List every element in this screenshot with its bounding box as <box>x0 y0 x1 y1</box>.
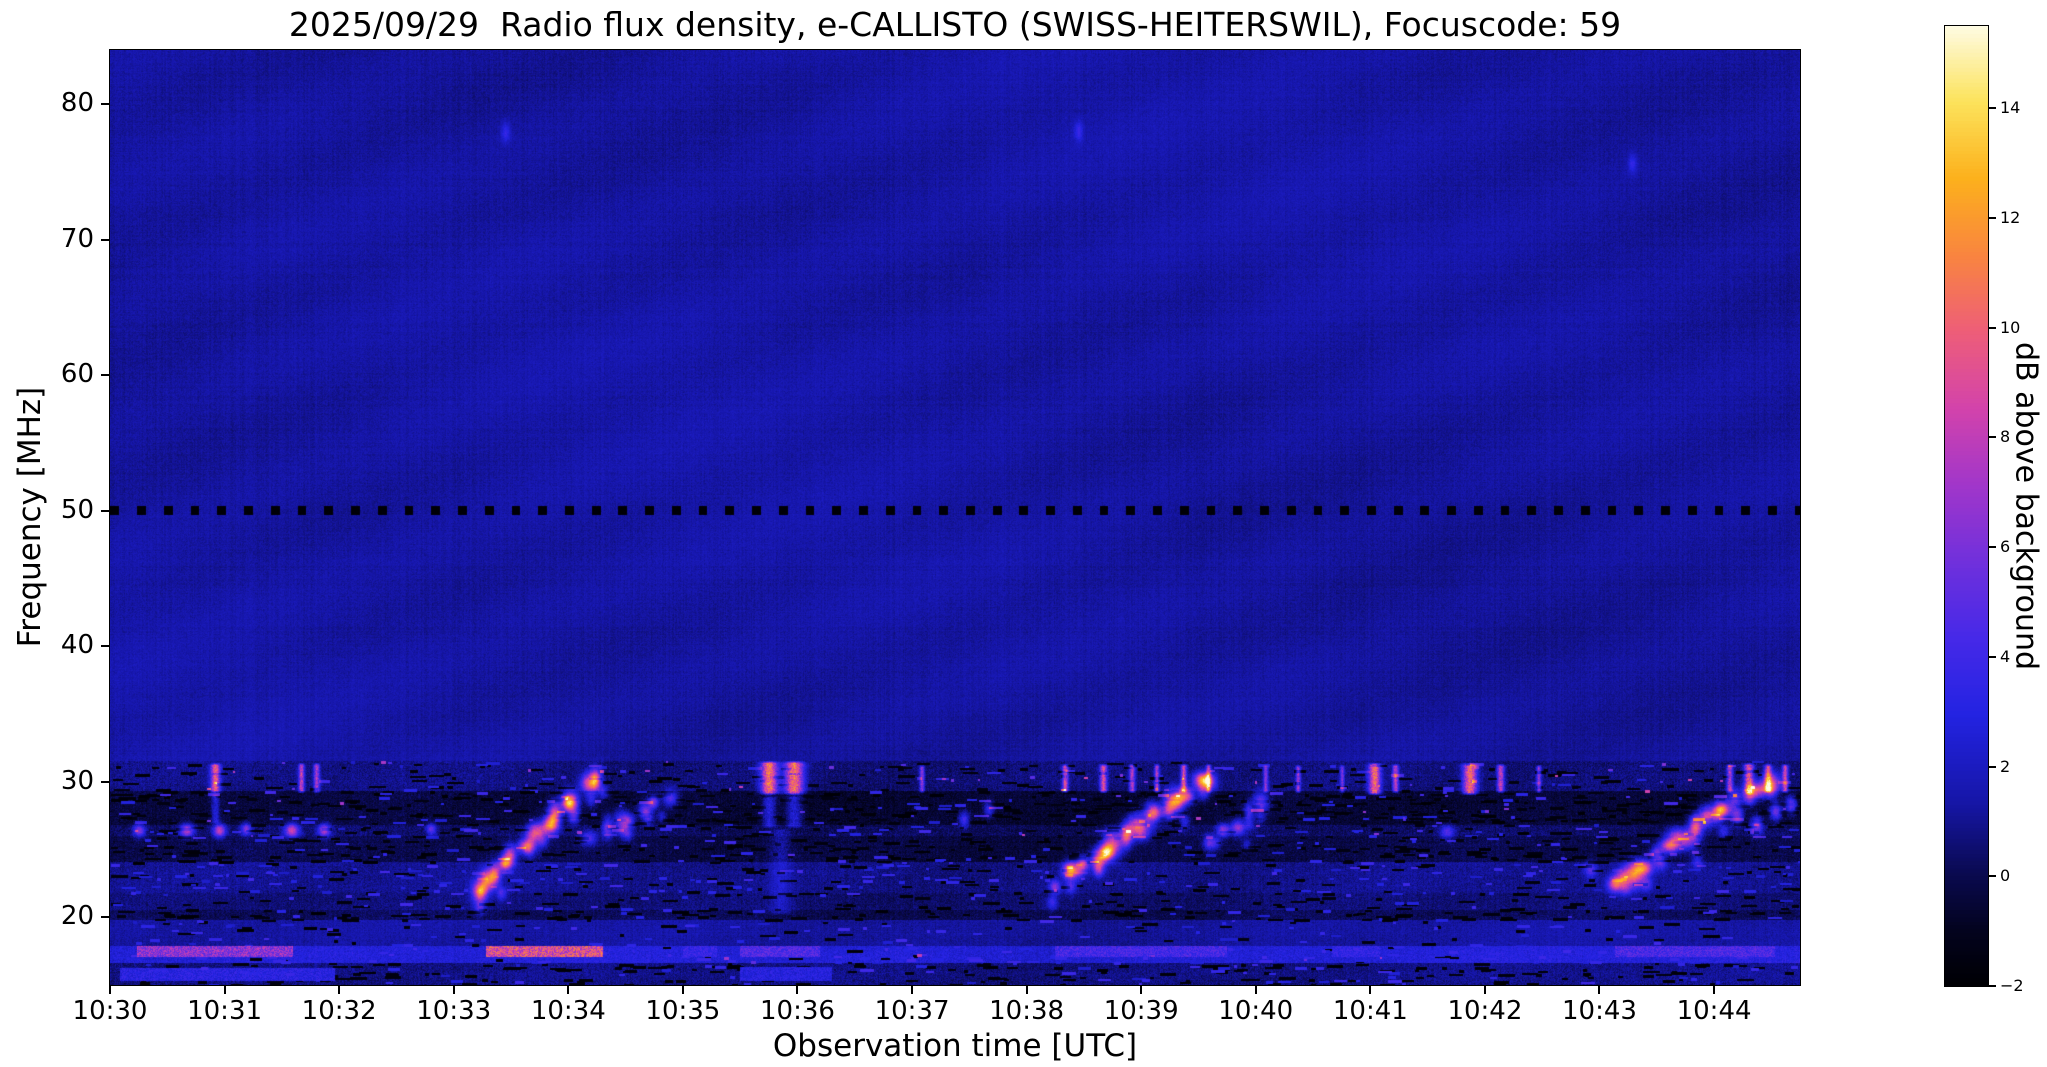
colorbar-tick-mark <box>1989 655 1996 658</box>
colorbar-tick-mark <box>1989 436 1996 439</box>
x-tick-label: 10:44 <box>1676 996 1752 1026</box>
y-tick-label: 30 <box>60 765 94 796</box>
x-tick-mark <box>1025 986 1028 994</box>
y-tick-mark <box>101 374 109 377</box>
y-tick-mark <box>101 103 109 106</box>
colorbar-tick-label: 10 <box>2000 317 2021 337</box>
y-tick-mark <box>101 509 109 512</box>
colorbar-tick-mark <box>1989 765 1996 768</box>
colorbar-tick-mark <box>1989 546 1996 549</box>
colorbar-tick-mark <box>1989 875 1996 878</box>
colorbar-tick-mark <box>1989 985 1996 987</box>
x-tick-mark <box>109 986 111 994</box>
chart-title: 2025/09/29 Radio flux density, e-CALLIST… <box>288 5 1622 44</box>
y-tick-mark <box>101 916 109 919</box>
x-tick-label: 10:37 <box>874 996 950 1026</box>
colorbar-tick-label: 0 <box>2000 866 2011 886</box>
colorbar-tick-mark <box>1989 217 1996 219</box>
x-tick-label: 10:39 <box>1103 996 1179 1026</box>
x-tick-mark <box>1483 986 1486 994</box>
x-tick-label: 10:31 <box>187 996 263 1026</box>
x-tick-label: 10:35 <box>645 996 721 1026</box>
colorbar-tick-label: 8 <box>2000 427 2011 447</box>
colorbar-tick-label: −2 <box>2000 976 2024 995</box>
y-tick-label: 40 <box>60 630 94 661</box>
x-tick-mark <box>1713 986 1716 994</box>
colorbar-tick-label: 2 <box>2000 756 2011 776</box>
x-tick-label: 10:33 <box>416 996 492 1026</box>
y-tick-mark <box>101 238 109 241</box>
x-tick-mark <box>1140 986 1143 994</box>
y-tick-mark <box>101 780 109 783</box>
y-tick-label: 60 <box>60 359 94 390</box>
x-tick-mark <box>567 986 570 994</box>
y-tick-label: 70 <box>60 223 94 254</box>
x-tick-label: 10:32 <box>301 996 377 1026</box>
x-axis-label: Observation time [UTC] <box>772 1028 1138 1064</box>
x-tick-label: 10:34 <box>530 996 606 1026</box>
colorbar-tick-label: 14 <box>2000 98 2021 118</box>
y-axis-label: Frequency [MHz] <box>12 386 48 648</box>
x-tick-mark <box>1254 986 1257 994</box>
colorbar-tick-label: 6 <box>2000 537 2011 557</box>
x-tick-mark <box>338 986 341 994</box>
x-tick-mark <box>1598 986 1601 994</box>
colorbar-tick-label: 4 <box>2000 646 2011 666</box>
colorbar-tick-mark <box>1989 326 1996 329</box>
colorbar-tick-mark <box>1989 107 1996 110</box>
x-tick-mark <box>452 986 455 994</box>
x-tick-mark <box>681 986 684 994</box>
colorbar <box>1944 25 1989 987</box>
y-tick-label: 80 <box>60 88 94 119</box>
colorbar-label: dB above background <box>2008 341 2044 671</box>
x-tick-label: 10:41 <box>1332 996 1408 1026</box>
x-tick-label: 10:30 <box>72 996 148 1026</box>
spectrogram-canvas <box>109 49 1801 986</box>
x-tick-mark <box>223 986 226 994</box>
x-tick-mark <box>1369 986 1372 994</box>
x-tick-label: 10:38 <box>989 996 1065 1026</box>
x-tick-label: 10:40 <box>1218 996 1294 1026</box>
colorbar-tick-label: 12 <box>2000 208 2021 227</box>
y-tick-mark <box>101 645 109 648</box>
x-tick-mark <box>911 986 914 994</box>
x-tick-label: 10:42 <box>1447 996 1523 1026</box>
x-tick-label: 10:36 <box>759 996 835 1026</box>
x-tick-label: 10:43 <box>1562 996 1637 1026</box>
y-tick-label: 50 <box>60 494 94 525</box>
x-tick-mark <box>796 986 799 994</box>
y-tick-label: 20 <box>60 901 94 932</box>
